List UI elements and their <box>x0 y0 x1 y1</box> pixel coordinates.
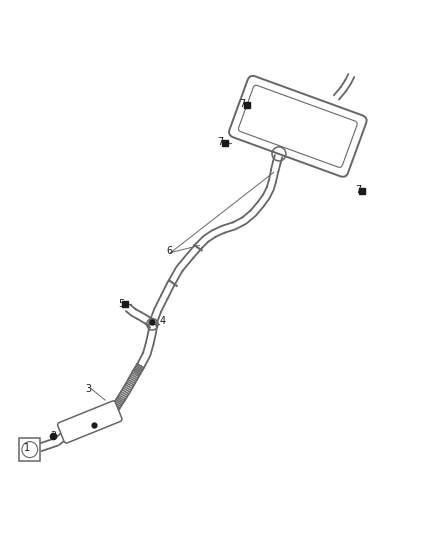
Text: 3: 3 <box>85 384 92 394</box>
FancyBboxPatch shape <box>229 76 367 177</box>
Text: 2: 2 <box>50 431 57 441</box>
FancyBboxPatch shape <box>238 85 357 167</box>
FancyBboxPatch shape <box>57 401 122 443</box>
Text: 5: 5 <box>118 298 124 309</box>
Text: 7: 7 <box>239 99 245 109</box>
Text: 6: 6 <box>166 246 173 256</box>
Bar <box>19 438 40 461</box>
Text: 7: 7 <box>217 136 223 147</box>
Text: 7: 7 <box>355 185 361 195</box>
Text: 4: 4 <box>160 316 166 326</box>
Text: 1: 1 <box>24 443 30 453</box>
Ellipse shape <box>22 442 38 457</box>
